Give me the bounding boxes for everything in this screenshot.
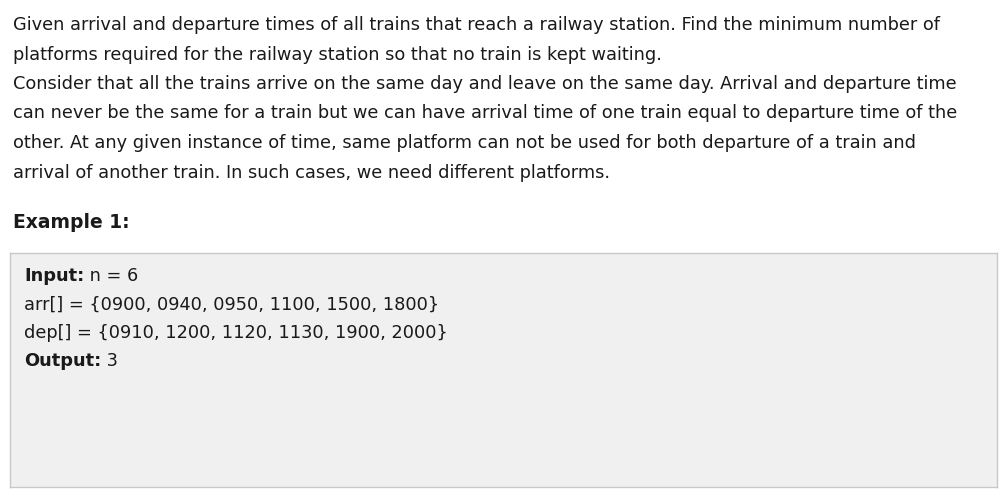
Text: platforms required for the railway station so that no train is kept waiting.: platforms required for the railway stati…	[13, 46, 662, 64]
Text: arrival of another train. In such cases, we need different platforms.: arrival of another train. In such cases,…	[13, 164, 610, 181]
Text: Given arrival and departure times of all trains that reach a railway station. Fi: Given arrival and departure times of all…	[13, 16, 940, 34]
Text: arr[] = {0900, 0940, 0950, 1100, 1500, 1800}: arr[] = {0900, 0940, 0950, 1100, 1500, 1…	[24, 296, 439, 314]
Text: Example 1:: Example 1:	[13, 213, 130, 232]
Text: Output:: Output:	[24, 352, 102, 370]
Text: n = 6: n = 6	[85, 267, 139, 285]
Text: dep[] = {0910, 1200, 1120, 1130, 1900, 2000}: dep[] = {0910, 1200, 1120, 1130, 1900, 2…	[24, 324, 448, 342]
Text: can never be the same for a train but we can have arrival time of one train equa: can never be the same for a train but we…	[13, 104, 958, 122]
Text: Consider that all the trains arrive on the same day and leave on the same day. A: Consider that all the trains arrive on t…	[13, 75, 957, 93]
Text: other. At any given instance of time, same platform can not be used for both dep: other. At any given instance of time, sa…	[13, 134, 916, 152]
Text: Input:: Input:	[24, 267, 85, 285]
Text: 3: 3	[102, 352, 118, 370]
